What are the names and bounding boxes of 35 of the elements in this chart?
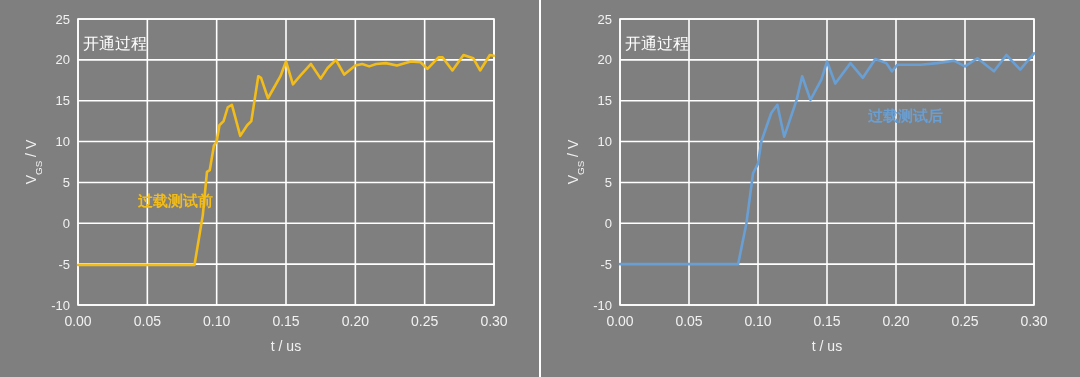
y-tick-label: 20 — [597, 52, 612, 68]
x-tick-label: 0.10 — [744, 313, 772, 329]
y-tick-label: 5 — [62, 174, 70, 190]
x-tick-label: 0.00 — [64, 313, 92, 329]
x-tick-label: 0.20 — [341, 313, 370, 329]
line-series — [618, 52, 1036, 266]
x-tick-label: 0.05 — [675, 313, 703, 329]
y-tick-label: 10 — [597, 134, 612, 150]
x-tick-label: 0.30 — [1020, 313, 1048, 329]
y-tick-label: 25 — [55, 11, 70, 27]
y-tick-label: 25 — [597, 11, 612, 27]
y-tick-label: 10 — [55, 134, 70, 150]
x-tick-label: 0.25 — [951, 313, 979, 329]
x-tick-label: 0.15 — [813, 313, 841, 329]
y-tick-label: 15 — [55, 93, 70, 109]
line-series — [76, 53, 496, 267]
y-tick-label: -5 — [600, 256, 612, 272]
y-tick-label: 15 — [597, 93, 612, 109]
x-axis-title: t / us — [270, 338, 302, 354]
y-tick-label: -5 — [58, 256, 70, 272]
y-tick-label: 0 — [62, 215, 70, 231]
x-tick-label: 0.10 — [203, 313, 231, 329]
x-tick-label: 0.25 — [411, 313, 439, 329]
x-tick-label: 0.05 — [133, 313, 162, 329]
x-tick-label: 0.15 — [272, 313, 300, 329]
y-tick-label: 0 — [604, 215, 612, 231]
y-tick-label: 20 — [55, 52, 70, 68]
y-tick-label: -10 — [593, 297, 612, 313]
y-tick-label: -10 — [51, 297, 70, 313]
x-tick-label: 0.00 — [606, 313, 634, 329]
x-axis-title: t / us — [811, 338, 843, 354]
text: 开通过程 — [83, 35, 147, 52]
x-tick-label: 0.30 — [480, 313, 508, 329]
y-tick-label: 5 — [604, 174, 612, 190]
x-tick-label: 0.20 — [882, 313, 910, 329]
